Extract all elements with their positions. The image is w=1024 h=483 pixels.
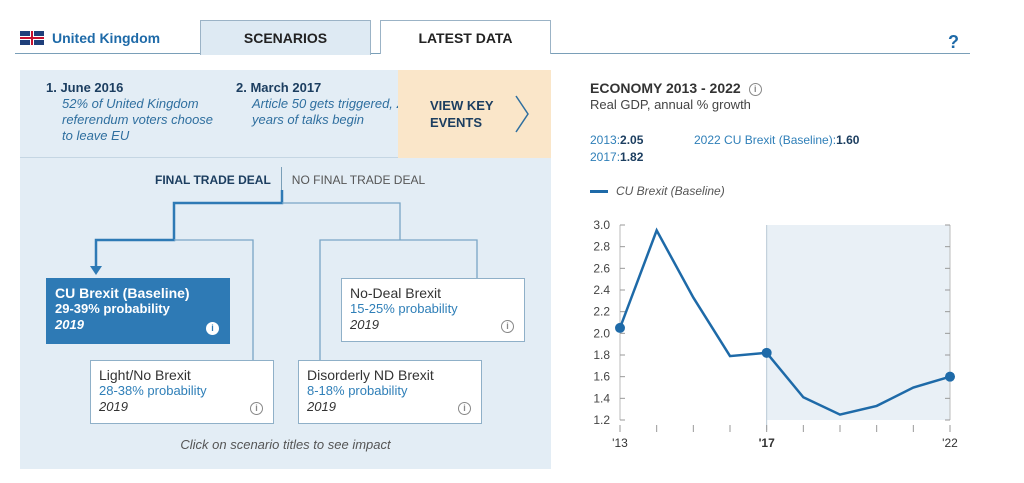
data-point	[945, 371, 955, 382]
scenario-card-light-no-brexit[interactable]: Light/No Brexit 28-38% probability 2019 …	[90, 360, 274, 424]
instruction-hint: Click on scenario titles to see impact	[180, 437, 391, 452]
scenario-card-no-deal[interactable]: No-Deal Brexit 15-25% probability 2019 i	[341, 278, 525, 342]
uk-flag-icon	[20, 31, 44, 45]
country-label: United Kingdom	[52, 30, 161, 46]
stat-value: 1.82	[620, 150, 644, 164]
scenario-year: 2019	[55, 317, 84, 332]
legend-label: CU Brexit (Baseline)	[616, 184, 725, 198]
stat-2017: 2017:1.82	[590, 150, 643, 164]
data-point	[761, 347, 772, 358]
scenario-year: 2019	[350, 317, 379, 332]
event-title: 1. June 2016	[46, 80, 124, 95]
info-icon[interactable]: i	[458, 402, 471, 415]
info-icon[interactable]: i	[748, 83, 762, 96]
event-description: 52% of United Kingdom referendum voters …	[62, 96, 214, 143]
y-tick-label: 1.8	[593, 348, 610, 362]
stat-label: 2013:	[590, 133, 621, 147]
y-tick-label: 2.0	[593, 326, 610, 340]
country-selector[interactable]: United Kingdom	[20, 30, 160, 46]
y-tick-label: 1.4	[593, 391, 610, 405]
info-icon[interactable]: i	[501, 320, 514, 333]
scenario-probability: 28-38% probability	[99, 383, 207, 398]
tab-no-final-trade-deal[interactable]: NO FINAL TRADE DEAL	[280, 167, 435, 195]
selected-branch-line	[94, 190, 284, 268]
x-tick-label: '22	[942, 436, 958, 450]
gdp-line-chart: 1.2 1.4 1.6 1.8 2.0 2.2 2.4 2.6 2.8 3.0 '13 '17 '22	[593, 218, 958, 450]
info-icon[interactable]: i	[206, 322, 219, 335]
scenario-title[interactable]: Light/No Brexit	[99, 367, 191, 383]
y-tick-label: 2.8	[593, 240, 610, 254]
scenario-panel: 1. June 2016 52% of United Kingdom refer…	[20, 70, 551, 469]
scenario-title[interactable]: No-Deal Brexit	[350, 285, 442, 301]
tab-final-trade-deal[interactable]: FINAL TRADE DEAL	[155, 173, 271, 187]
stat-2013: 2013:2.05	[590, 133, 643, 147]
forecast-region	[766, 225, 950, 420]
scenario-probability: 29-39% probability	[55, 301, 170, 316]
y-tick-label: 3.0	[593, 218, 610, 232]
economy-title-text: ECONOMY 2013 - 2022	[590, 80, 741, 96]
series-line-cu-brexit	[618, 227, 951, 416]
key-events-row: 1. June 2016 52% of United Kingdom refer…	[20, 70, 551, 158]
y-tick-label: 2.4	[593, 283, 610, 297]
stat-label: 2017:	[590, 150, 621, 164]
help-icon[interactable]: ?	[948, 32, 959, 52]
y-tick-label: 1.6	[593, 370, 610, 384]
deal-toggle: FINAL TRADE DEAL NO FINAL TRADE DEAL	[145, 167, 435, 195]
stat-value: 1.60	[836, 133, 860, 147]
event-description: Article 50 gets triggered, 2 years of ta…	[252, 96, 404, 127]
chart-legend: CU Brexit (Baseline)	[590, 184, 725, 198]
stat-label: 2022 CU Brexit (Baseline):	[694, 133, 837, 147]
y-tick-label: 2.6	[593, 261, 610, 275]
event-june-2016: 1. June 2016 52% of United Kingdom refer…	[46, 80, 226, 144]
legend-swatch	[590, 189, 608, 193]
scenario-probability: 15-25% probability	[350, 301, 458, 316]
economy-title: ECONOMY 2013 - 2022 i	[590, 80, 762, 96]
view-key-events-label: VIEW KEY EVENTS	[430, 98, 494, 130]
tab-latest-data[interactable]: LATEST DATA	[380, 20, 551, 54]
scenario-title[interactable]: Disorderly ND Brexit	[307, 367, 434, 383]
event-title: 2. March 2017	[236, 80, 322, 95]
scenario-year: 2019	[307, 399, 336, 414]
stat-2022-baseline: 2022 CU Brexit (Baseline):1.60	[694, 133, 859, 147]
scenario-card-disorderly-nd[interactable]: Disorderly ND Brexit 8-18% probability 2…	[298, 360, 482, 424]
event-march-2017: 2. March 2017 Article 50 gets triggered,…	[236, 80, 406, 128]
view-key-events-button[interactable]: VIEW KEY EVENTS	[398, 70, 551, 158]
data-point	[615, 322, 625, 333]
scenario-probability: 8-18% probability	[307, 383, 408, 398]
scenario-year: 2019	[99, 399, 128, 414]
economy-subtitle: Real GDP, annual % growth	[590, 97, 751, 112]
scenario-card-cu-brexit[interactable]: CU Brexit (Baseline) 29-39% probability …	[46, 278, 230, 344]
chevron-right-icon	[515, 95, 529, 133]
arrow-down-icon	[90, 266, 102, 275]
stat-value: 2.05	[620, 133, 644, 147]
y-tick-label: 1.2	[593, 413, 610, 427]
scenario-title[interactable]: CU Brexit (Baseline)	[55, 285, 190, 301]
y-tick-label: 2.2	[593, 305, 610, 319]
tab-scenarios[interactable]: SCENARIOS	[200, 20, 371, 55]
x-tick-label: '13	[612, 436, 628, 450]
scenario-tree-connectors	[90, 190, 478, 360]
x-tick-label: '17	[759, 436, 776, 450]
info-icon[interactable]: i	[250, 402, 263, 415]
